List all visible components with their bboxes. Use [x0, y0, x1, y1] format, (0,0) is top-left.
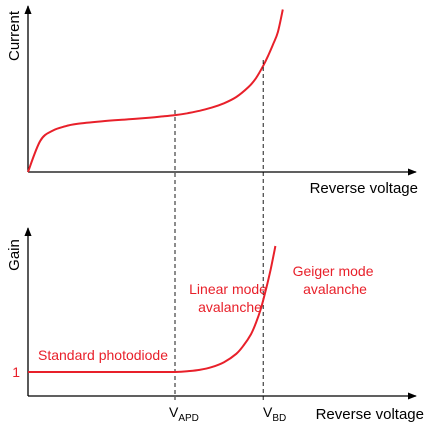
v-apd-tick-main: V [169, 404, 179, 420]
linear-mode-label: Linear mode avalanche [189, 281, 271, 315]
current-panel: Current Reverse voltage [6, 5, 418, 197]
voltage-guide-lines [174, 60, 264, 400]
current-curve [27, 9, 284, 173]
v-bd-tick-label: VBD [263, 404, 286, 424]
v-apd-tick-label: VAPD [169, 404, 199, 424]
gain-axis-label: Gain [6, 239, 23, 271]
geiger-mode-label: Geiger mode avalanche [293, 263, 378, 297]
standard-photodiode-label: Standard photodiode [38, 347, 168, 363]
gain-panel: Gain Reverse voltage 1 VAPD VBD Standard… [6, 227, 424, 424]
current-panel-xlabel: Reverse voltage [310, 180, 418, 197]
v-apd-tick-sub: APD [178, 413, 199, 424]
linear-mode-line-1: Linear mode [189, 281, 267, 297]
v-bd-tick-main: V [263, 404, 273, 420]
gain-panel-xlabel: Reverse voltage [316, 406, 424, 423]
geiger-mode-line-1: Geiger mode [293, 263, 374, 279]
linear-mode-line-2: avalanche [198, 299, 262, 315]
gain-curve [28, 245, 277, 374]
v-bd-tick-sub: BD [272, 413, 286, 424]
current-axis-label: Current [6, 10, 23, 61]
gain-tick-one: 1 [12, 364, 20, 380]
geiger-mode-line-2: avalanche [303, 281, 367, 297]
